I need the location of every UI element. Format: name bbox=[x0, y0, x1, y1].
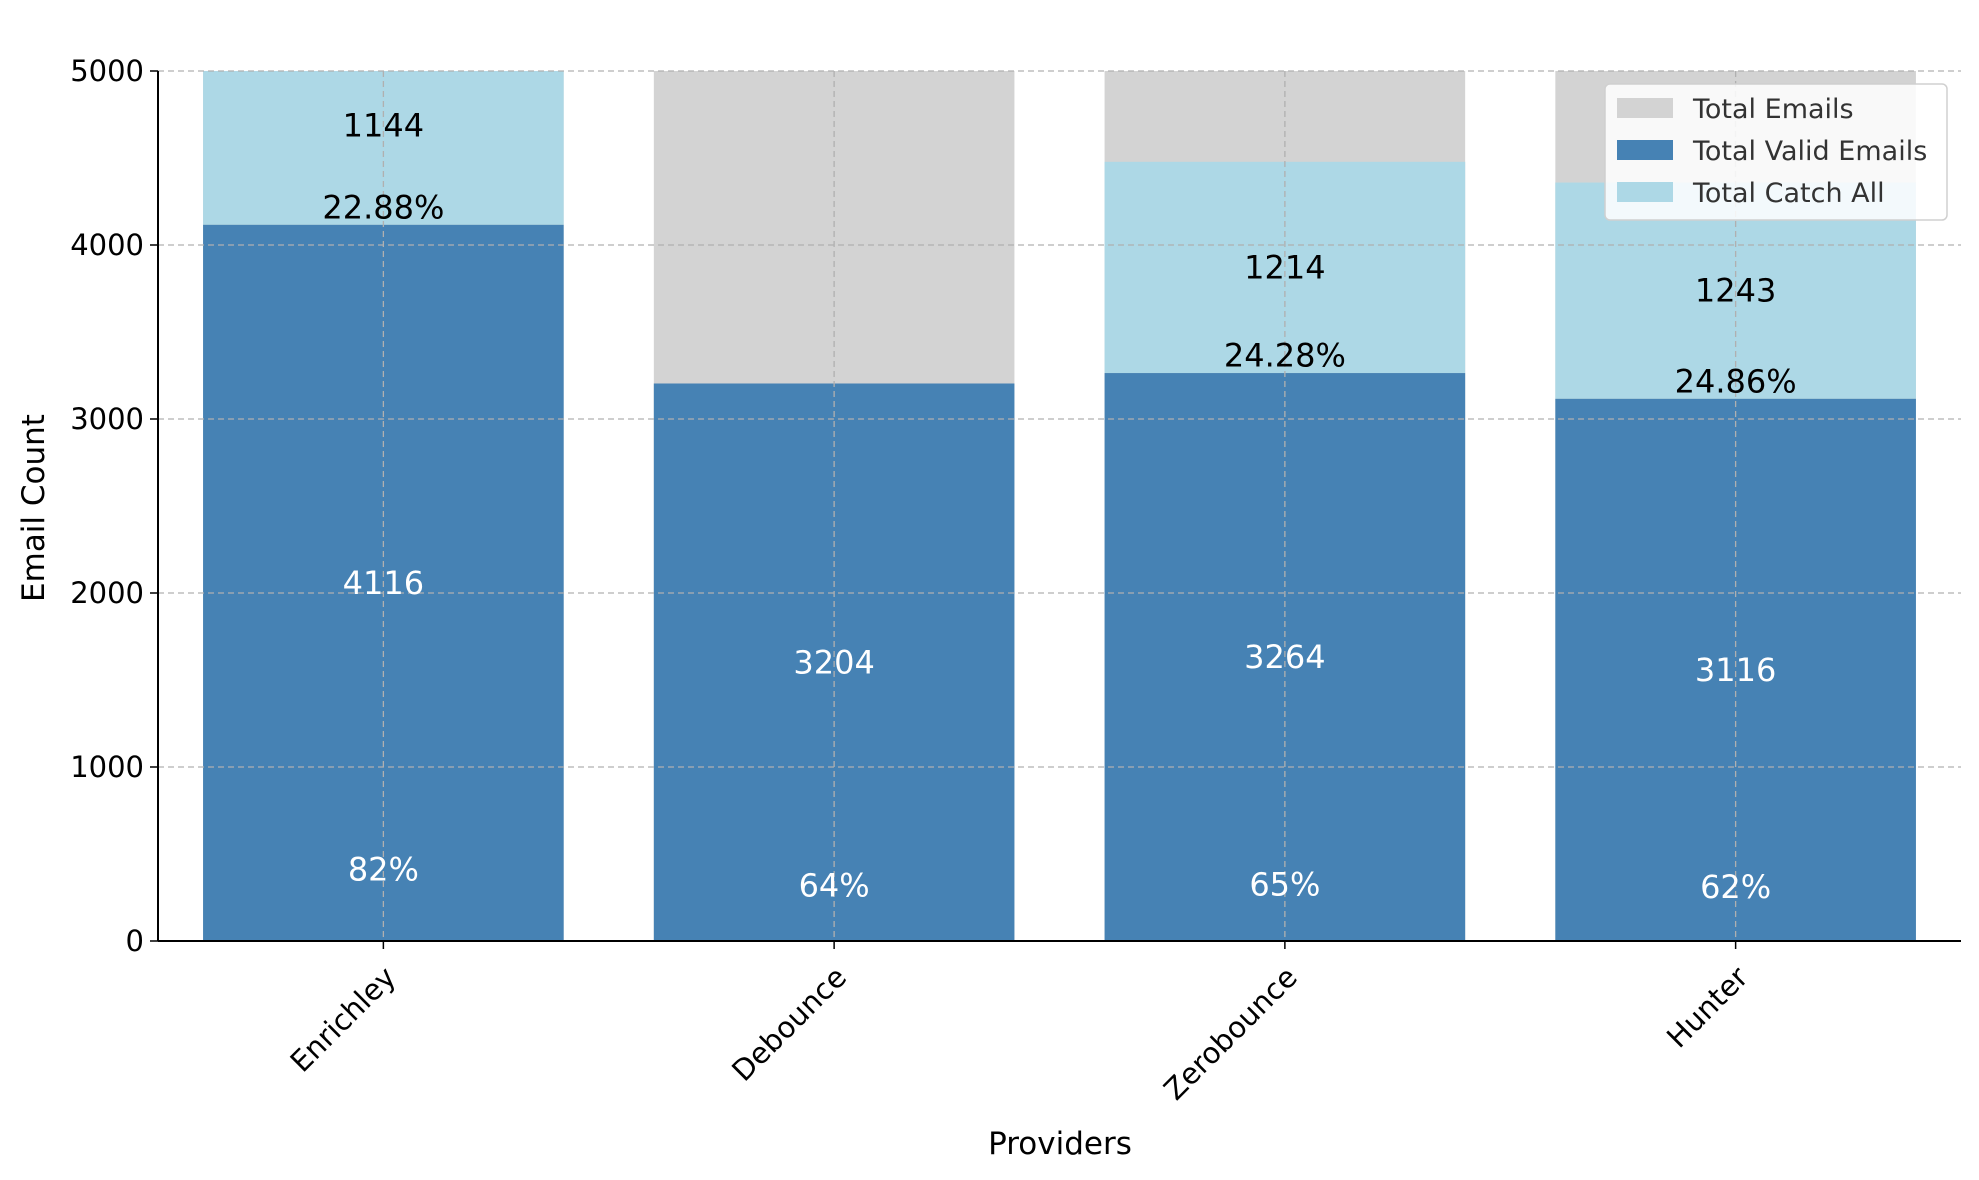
label-catch-all-count: 1243 bbox=[1695, 272, 1776, 310]
y-tick-label: 5000 bbox=[70, 54, 144, 88]
label-catch-all-percent: 24.86% bbox=[1675, 362, 1797, 400]
label-valid-percent: 82% bbox=[348, 851, 419, 889]
y-tick-label: 0 bbox=[126, 924, 144, 958]
x-axis-title: Providers bbox=[988, 1126, 1132, 1162]
x-tick-label: Debounce bbox=[725, 960, 853, 1088]
label-valid-count: 3204 bbox=[793, 643, 874, 681]
label-valid-count: 3264 bbox=[1244, 638, 1325, 676]
legend-label: Total Valid Emails bbox=[1692, 136, 1927, 167]
y-tick-label: 4000 bbox=[70, 228, 144, 262]
legend-swatch bbox=[1617, 98, 1673, 118]
legend: Total Emails Total Valid Emails Total Catc… bbox=[1604, 83, 1948, 221]
label-valid-percent: 64% bbox=[799, 866, 870, 904]
y-tick-label: 3000 bbox=[70, 402, 144, 436]
legend-label: Total Catch All bbox=[1692, 178, 1885, 209]
bar-valid-emails bbox=[1555, 398, 1916, 941]
label-catch-all-count: 1214 bbox=[1244, 248, 1325, 286]
legend-swatch bbox=[1617, 182, 1673, 202]
y-tick-label: 1000 bbox=[70, 750, 144, 784]
y-axis-title: Email Count bbox=[16, 414, 52, 602]
data-labels: 4116 82% 1144 22.88% 3204 64% 3264 65% 1214 24.28… bbox=[322, 106, 1796, 906]
bar-catch-all bbox=[1104, 161, 1466, 374]
label-catch-all-percent: 24.28% bbox=[1224, 337, 1346, 375]
x-tick-label: Enrichley bbox=[283, 960, 402, 1079]
x-tick-label: Hunter bbox=[1660, 960, 1755, 1055]
label-valid-count: 3116 bbox=[1695, 651, 1776, 689]
label-valid-percent: 65% bbox=[1249, 865, 1320, 903]
label-catch-all-count: 1144 bbox=[343, 106, 424, 144]
x-tick-label: Zerobounce bbox=[1157, 960, 1304, 1107]
label-catch-all-percent: 22.88% bbox=[322, 188, 444, 226]
label-valid-count: 4116 bbox=[343, 564, 424, 602]
legend-label: Total Emails bbox=[1692, 94, 1854, 125]
y-tick-label: 2000 bbox=[70, 576, 144, 610]
legend-swatch bbox=[1617, 140, 1673, 160]
legend-box bbox=[1604, 83, 1948, 221]
label-valid-percent: 62% bbox=[1700, 868, 1771, 906]
